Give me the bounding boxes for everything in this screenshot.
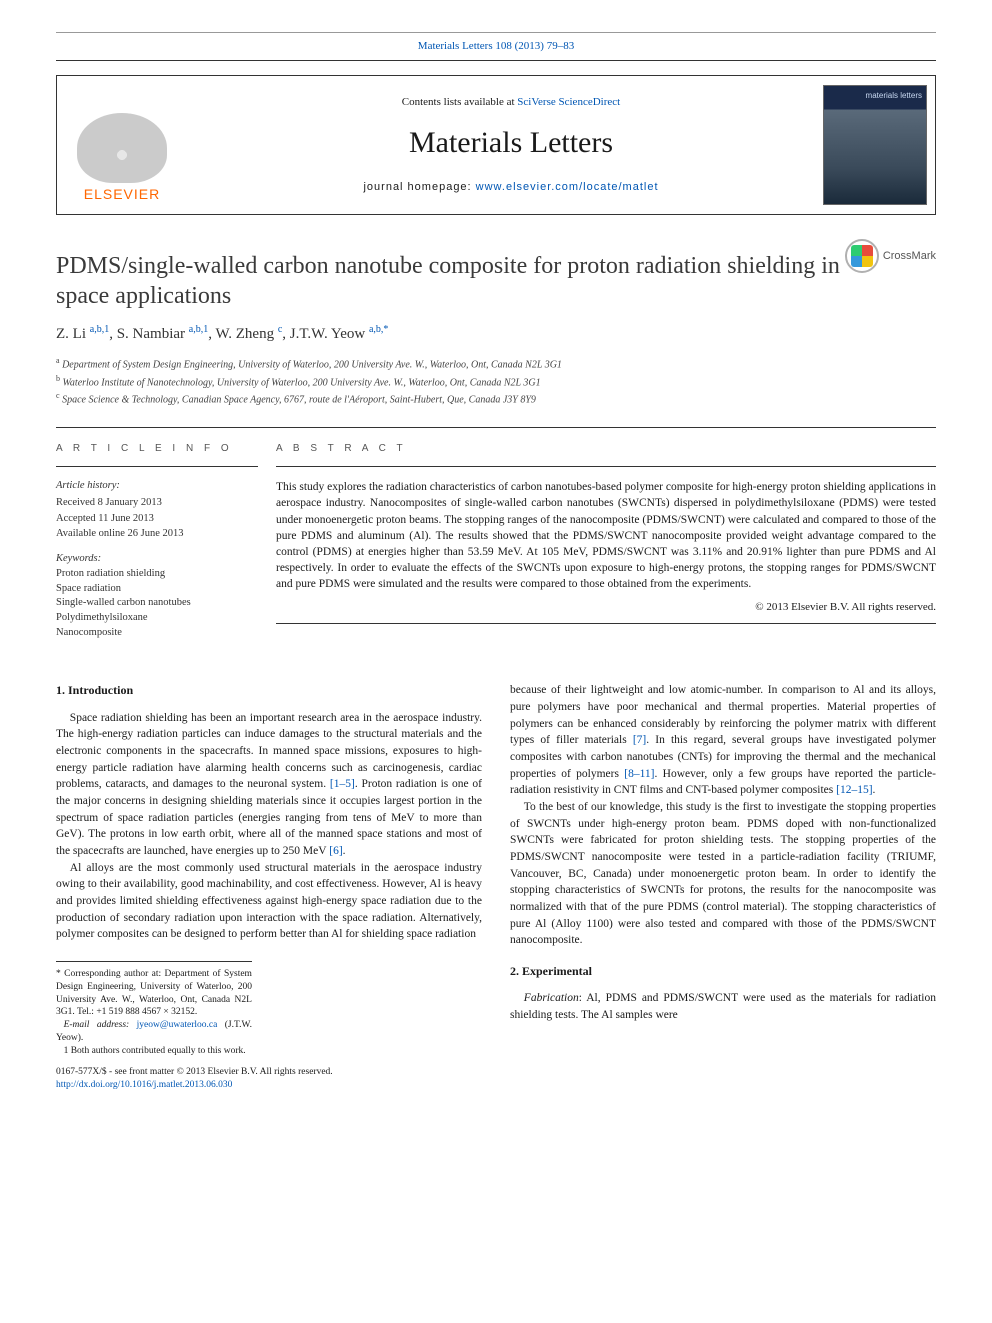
body-column-left: 1. Introduction Space radiation shieldin… [56, 682, 482, 1091]
paragraph: Space radiation shielding has been an im… [56, 710, 482, 860]
citation-ref[interactable]: [8–11] [624, 768, 654, 780]
paragraph: because of their lightweight and low ato… [510, 682, 936, 799]
keywords-label: Keywords: [56, 552, 258, 567]
keyword-item: Proton radiation shielding [56, 567, 258, 582]
crossmark-icon [845, 239, 879, 273]
journal-name: Materials Letters [207, 122, 815, 164]
corresponding-email-link[interactable]: jyeow@uwaterloo.ca [137, 1020, 218, 1030]
paragraph: Fabrication: Al, PDMS and PDMS/SWCNT wer… [510, 990, 936, 1023]
journal-masthead: ELSEVIER Contents lists available at Sci… [56, 75, 936, 215]
section-1-heading: 1. Introduction [56, 682, 482, 699]
contents-available-line: Contents lists available at SciVerse Sci… [207, 95, 815, 110]
sciencedirect-link[interactable]: SciVerse ScienceDirect [517, 96, 620, 108]
citation-ref[interactable]: [1–5] [330, 778, 355, 790]
author-list: Z. Li a,b,1, S. Nambiar a,b,1, W. Zheng … [56, 323, 936, 345]
journal-homepage-line: journal homepage: www.elsevier.com/locat… [207, 180, 815, 195]
keyword-item: Nanocomposite [56, 626, 258, 641]
cover-label: materials letters [866, 90, 922, 101]
doi-link[interactable]: http://dx.doi.org/10.1016/j.matlet.2013.… [56, 1080, 232, 1090]
section-2-heading: 2. Experimental [510, 963, 936, 980]
abstract-heading: A B S T R A C T [276, 442, 936, 467]
affiliation-item: b Waterloo Institute of Nanotechnology, … [56, 373, 936, 390]
article-info-heading: A R T I C L E I N F O [56, 442, 258, 467]
history-item: Accepted 11 June 2013 [56, 512, 258, 527]
email-note: E-mail address: jyeow@uwaterloo.ca (J.T.… [56, 1019, 252, 1045]
citation-ref[interactable]: [6] [329, 845, 342, 857]
journal-homepage-link[interactable]: www.elsevier.com/locate/matlet [476, 181, 659, 193]
publisher-logo-area: ELSEVIER [57, 76, 207, 214]
paragraph: To the best of our knowledge, this study… [510, 799, 936, 949]
history-item: Received 8 January 2013 [56, 496, 258, 511]
paragraph: Al alloys are the most commonly used str… [56, 860, 482, 943]
article-title: PDMS/single-walled carbon nanotube compo… [56, 251, 936, 311]
affiliation-list: a Department of System Design Engineerin… [56, 355, 936, 407]
equal-contribution-note: 1 Both authors contributed equally to th… [56, 1045, 252, 1058]
citation-ref[interactable]: [12–15] [836, 784, 872, 796]
affiliation-item: c Space Science & Technology, Canadian S… [56, 390, 936, 407]
body-column-right: because of their lightweight and low ato… [510, 682, 936, 1091]
elsevier-tree-icon [77, 113, 167, 183]
abstract-copyright: © 2013 Elsevier B.V. All rights reserved… [276, 600, 936, 615]
front-matter-line: 0167-577X/$ - see front matter © 2013 El… [56, 1066, 482, 1079]
footnotes-block: * Corresponding author at: Department of… [56, 961, 252, 1058]
imprint-block: 0167-577X/$ - see front matter © 2013 El… [56, 1066, 482, 1092]
crossmark-label: CrossMark [883, 249, 936, 264]
keyword-item: Single-walled carbon nanotubes [56, 596, 258, 611]
citation-ref[interactable]: [7] [633, 734, 646, 746]
keyword-item: Space radiation [56, 582, 258, 597]
crossmark-badge[interactable]: CrossMark [845, 239, 936, 273]
affiliation-item: a Department of System Design Engineerin… [56, 355, 936, 372]
history-item: Available online 26 June 2013 [56, 527, 258, 542]
publisher-name: ELSEVIER [67, 185, 177, 205]
header-citation-link[interactable]: Materials Letters 108 (2013) 79–83 [418, 40, 574, 52]
corresponding-author-note: * Corresponding author at: Department of… [56, 968, 252, 1019]
keyword-item: Polydimethylsiloxane [56, 611, 258, 626]
abstract-text: This study explores the radiation charac… [276, 479, 936, 592]
article-history-label: Article history: [56, 479, 258, 494]
journal-cover-thumbnail: materials letters [823, 85, 927, 205]
running-header: Materials Letters 108 (2013) 79–83 [56, 32, 936, 61]
elsevier-logo: ELSEVIER [67, 113, 177, 205]
